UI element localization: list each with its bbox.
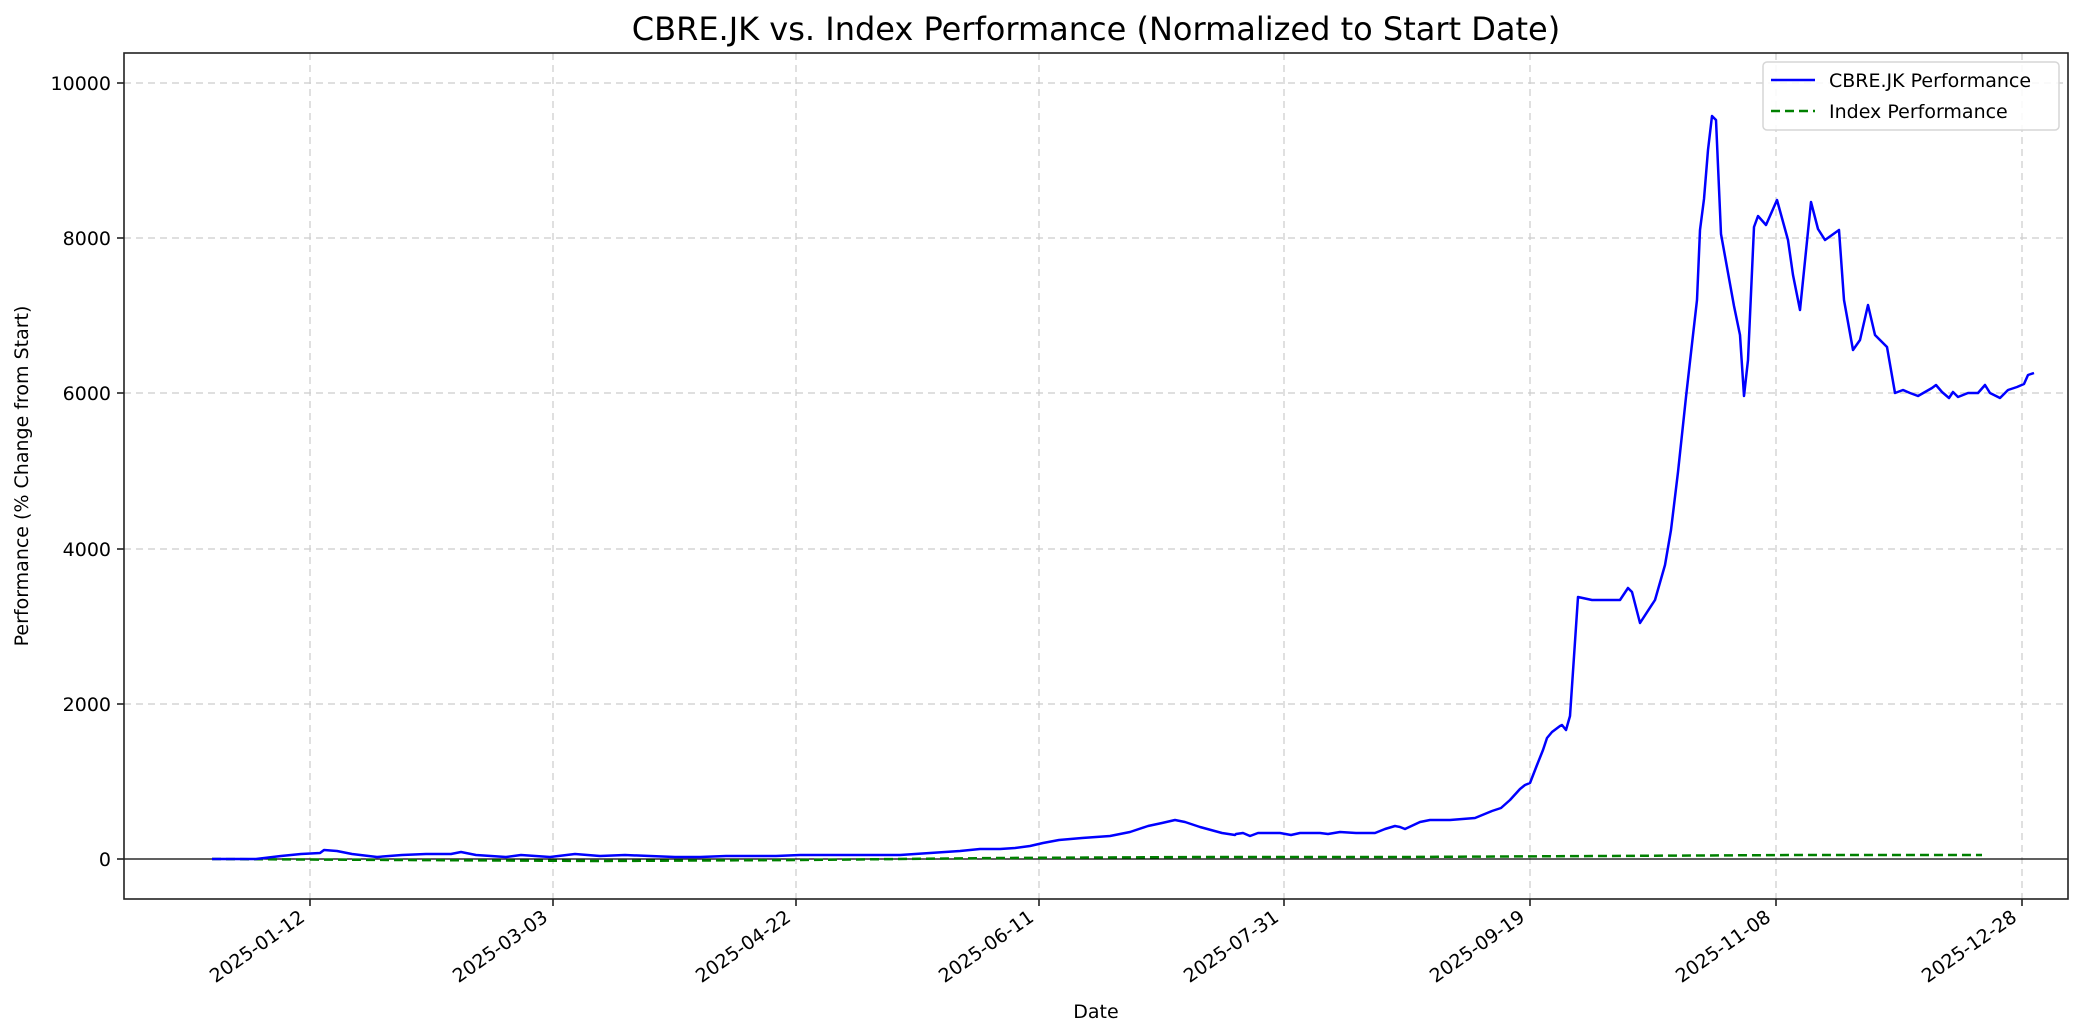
x-axis: 2025-01-12 2025-03-03 2025-04-22 2025-06… [206, 899, 2023, 1023]
y-axis: 0 2000 4000 6000 8000 10000 Performance … [11, 73, 124, 871]
y-tick-label: 6000 [63, 383, 111, 405]
chart-title: CBRE.JK vs. Index Performance (Normalize… [632, 10, 1560, 48]
grid [124, 53, 2068, 899]
legend-cbre-label: CBRE.JK Performance [1829, 70, 2031, 92]
x-axis-label: Date [1073, 1001, 1118, 1023]
x-tick-label: 2025-06-11 [935, 906, 1038, 987]
y-axis-label: Performance (% Change from Start) [11, 306, 33, 647]
x-tick-label: 2025-03-03 [449, 906, 552, 987]
y-tick-label: 4000 [63, 539, 111, 561]
plot-frame [123, 52, 2069, 900]
x-tick-label: 2025-09-19 [1426, 906, 1529, 987]
y-tick-label: 2000 [63, 694, 111, 716]
x-tick-label: 2025-12-28 [1918, 906, 2021, 987]
legend-index-label: Index Performance [1829, 101, 2008, 123]
x-tick-label: 2025-11-08 [1672, 906, 1775, 987]
index-performance-line [211, 853, 1982, 863]
y-tick-label: 8000 [63, 228, 111, 250]
legend: CBRE.JK Performance Index Performance [1762, 61, 2060, 131]
x-tick-label: 2025-01-12 [206, 906, 309, 987]
y-tick-label: 10000 [51, 73, 111, 95]
y-tick-label: 0 [99, 849, 111, 871]
cbre-performance-line [212, 114, 2035, 861]
x-tick-label: 2025-07-31 [1180, 906, 1283, 987]
x-tick-label: 2025-04-22 [692, 906, 795, 987]
